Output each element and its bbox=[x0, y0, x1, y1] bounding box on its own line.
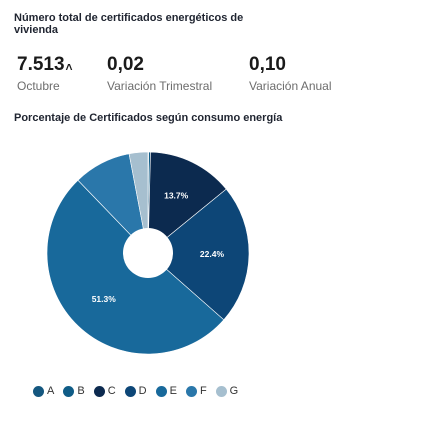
legend-item-G[interactable]: G bbox=[215, 385, 239, 397]
chart-legend: A B C D E F G bbox=[33, 385, 247, 397]
kpi-quarterly-label: Variación Trimestral bbox=[107, 79, 213, 93]
slice-label-C: 13.7% bbox=[164, 191, 189, 201]
slice-G[interactable] bbox=[128, 151, 149, 254]
kpi-total-certificates: 7.513˄ Octubre bbox=[17, 53, 73, 93]
legend-label: D bbox=[138, 385, 147, 397]
slice-C[interactable] bbox=[147, 151, 227, 254]
legend-item-D[interactable]: D bbox=[124, 385, 147, 397]
legend-label: G bbox=[229, 385, 239, 397]
legend-item-E[interactable]: E bbox=[155, 385, 177, 397]
legend-dot-icon bbox=[185, 385, 197, 397]
slice-D[interactable] bbox=[147, 188, 250, 321]
donut-hole bbox=[123, 228, 173, 278]
legend-dot-icon bbox=[215, 385, 227, 397]
legend-label: C bbox=[107, 385, 116, 397]
kpi-quarterly-value: 0,02 bbox=[107, 54, 144, 75]
chart-title: Número total de certificados energéticos… bbox=[14, 12, 244, 36]
slice-label-E: 51.3% bbox=[92, 294, 117, 304]
kpi-annual-label: Variación Anual bbox=[249, 79, 332, 93]
slice-label-D: 22.4% bbox=[200, 249, 225, 259]
legend-label: B bbox=[77, 385, 85, 397]
legend-item-C[interactable]: C bbox=[93, 385, 116, 397]
legend-label: E bbox=[169, 385, 177, 397]
legend-label: A bbox=[47, 385, 55, 397]
kpi-total-label: Octubre bbox=[17, 79, 60, 93]
donut-chart-title: Porcentaje de Certificados según consumo… bbox=[14, 112, 283, 124]
arrow-up-icon: ˄ bbox=[65, 60, 73, 74]
legend-dot-icon bbox=[155, 385, 167, 397]
legend-item-F[interactable]: F bbox=[185, 385, 207, 397]
legend-item-A[interactable]: A bbox=[33, 385, 54, 397]
legend-item-B[interactable]: B bbox=[63, 385, 85, 397]
legend-dot-icon bbox=[33, 385, 44, 397]
kpi-annual-variation: 0,10 Variación Anual bbox=[249, 53, 332, 93]
legend-dot-icon bbox=[124, 385, 136, 397]
legend-label: F bbox=[199, 385, 207, 397]
legend-dot-icon bbox=[63, 385, 75, 397]
legend-dot-icon bbox=[93, 385, 105, 397]
kpi-quarterly-variation: 0,02 Variación Trimestral bbox=[107, 53, 212, 93]
kpi-annual-value: 0,10 bbox=[249, 54, 286, 75]
kpi-total-value: 7.513 bbox=[17, 54, 65, 75]
